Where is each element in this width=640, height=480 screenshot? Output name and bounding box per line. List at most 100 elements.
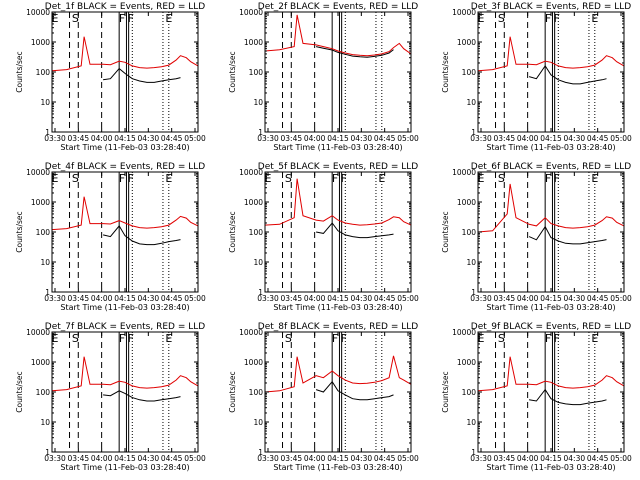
phase-label: S: [498, 332, 505, 345]
x-tick-label: 05:00: [610, 294, 632, 303]
x-tick-label: 04:00: [517, 294, 539, 303]
x-tick-label: 04:45: [587, 134, 609, 143]
y-tick-label: 10000: [239, 168, 263, 177]
x-tick-label: 03:30: [470, 134, 492, 143]
x-tick-label: 03:45: [281, 134, 303, 143]
x-tick-label: 04:00: [304, 134, 326, 143]
phase-label: E: [51, 12, 58, 25]
x-tick-label: 04:00: [304, 454, 326, 463]
y-axis-label: Counts/sec: [441, 51, 450, 92]
y-tick-label: 100: [462, 388, 477, 397]
panel-det-8: Det_8f BLACK = Events, RED = LLD 1 10 100 10…: [228, 322, 419, 472]
panel-det-9: Det_9f BLACK = Events, RED = LLD 1 10 100 10…: [441, 322, 632, 472]
phase-label: F: [119, 172, 125, 185]
series-line-lld: [264, 355, 412, 393]
phase-label: E: [51, 172, 58, 185]
x-tick-label: 04:15: [327, 294, 349, 303]
panel-det-3: Det_3f BLACK = Events, RED = LLD 1 10 100 10…: [441, 2, 632, 152]
y-tick-label: 10: [466, 98, 476, 107]
x-tick-label: 05:00: [397, 454, 419, 463]
x-tick-label: 05:00: [184, 294, 206, 303]
x-tick-label: 03:45: [68, 454, 90, 463]
x-axis-label: Start Time (11-Feb-03 03:28:40): [273, 143, 402, 152]
x-axis-label: Start Time (11-Feb-03 03:28:40): [60, 143, 189, 152]
x-tick-label: 05:00: [397, 134, 419, 143]
plot-frame: [477, 171, 625, 293]
plot-frame: [51, 331, 199, 453]
x-tick-label: 04:30: [138, 454, 160, 463]
y-axis-label: Counts/sec: [15, 371, 24, 412]
y-tick-label: 100: [462, 68, 477, 77]
phase-label: F: [341, 172, 347, 185]
y-axis-label: Counts/sec: [15, 211, 24, 252]
y-tick-label: 10000: [26, 8, 50, 17]
series-line-lld: [264, 178, 412, 226]
phase-label: F: [545, 12, 551, 25]
y-axis-label: Counts/sec: [228, 371, 237, 412]
phase-label: F: [545, 172, 551, 185]
series-line-lld: [51, 36, 199, 72]
plot-frame: [264, 171, 412, 293]
x-tick-label: 03:45: [281, 454, 303, 463]
phase-label: E: [378, 172, 385, 185]
phase-label: F: [341, 332, 347, 345]
panel-title: Det_2f BLACK = Events, RED = LLD: [258, 2, 418, 12]
series-line-events: [103, 390, 181, 402]
y-tick-label: 10: [40, 98, 50, 107]
x-tick-label: 04:15: [114, 454, 136, 463]
series-line-events: [529, 388, 607, 406]
y-tick-label: 1000: [31, 358, 50, 367]
x-tick-label: 04:30: [351, 134, 373, 143]
phase-label: F: [554, 12, 560, 25]
x-axis-label: Start Time (11-Feb-03 03:28:40): [486, 463, 615, 472]
phase-label: F: [119, 12, 125, 25]
x-tick-label: 03:30: [44, 134, 66, 143]
x-tick-label: 04:00: [91, 134, 113, 143]
x-axis-label: Start Time (11-Feb-03 03:28:40): [273, 303, 402, 312]
x-axis-label: Start Time (11-Feb-03 03:28:40): [273, 463, 402, 472]
panel-title: Det_3f BLACK = Events, RED = LLD: [471, 2, 631, 12]
x-tick-label: 03:30: [257, 134, 279, 143]
panel-det-6: Det_6f BLACK = Events, RED = LLD 1 10 100 10…: [441, 162, 632, 312]
series-line-events: [315, 380, 394, 401]
y-tick-label: 1: [258, 288, 263, 297]
series-line-events: [316, 222, 394, 239]
phase-label: E: [477, 12, 484, 25]
x-tick-label: 03:45: [494, 134, 516, 143]
y-tick-label: 1: [471, 288, 476, 297]
y-tick-label: 100: [249, 228, 264, 237]
phase-label: F: [332, 332, 338, 345]
panel-det-7: Det_7f BLACK = Events, RED = LLD 1 10 100 10…: [15, 322, 206, 472]
x-tick-label: 03:30: [44, 454, 66, 463]
x-tick-label: 03:30: [470, 294, 492, 303]
phase-label: E: [591, 12, 598, 25]
x-tick-label: 04:15: [540, 454, 562, 463]
y-tick-label: 1: [45, 288, 50, 297]
phase-label: E: [591, 332, 598, 345]
panel-det-2: Det_2f BLACK = Events, RED = LLD 1 10 100 10…: [228, 2, 419, 152]
y-tick-label: 10000: [452, 8, 476, 17]
x-tick-label: 04:30: [564, 134, 586, 143]
series-line-events: [528, 225, 607, 245]
x-tick-label: 04:00: [91, 454, 113, 463]
y-tick-label: 10: [40, 418, 50, 427]
phase-label: E: [477, 332, 484, 345]
y-tick-label: 1000: [457, 358, 476, 367]
y-tick-label: 100: [249, 68, 264, 77]
x-tick-label: 04:00: [517, 454, 539, 463]
x-tick-label: 05:00: [397, 294, 419, 303]
phase-label: S: [498, 172, 505, 185]
panel-title: Det_4f BLACK = Events, RED = LLD: [45, 162, 205, 172]
panel-title: Det_8f BLACK = Events, RED = LLD: [258, 322, 418, 332]
phase-label: E: [264, 172, 271, 185]
series-line-events: [103, 67, 181, 83]
phase-label: F: [554, 172, 560, 185]
series-line-lld: [477, 36, 625, 72]
y-tick-label: 1: [258, 448, 263, 457]
y-tick-label: 10: [253, 98, 263, 107]
y-axis-label: Counts/sec: [441, 211, 450, 252]
phase-label: E: [477, 172, 484, 185]
x-tick-label: 05:00: [610, 134, 632, 143]
x-tick-label: 04:45: [374, 134, 396, 143]
